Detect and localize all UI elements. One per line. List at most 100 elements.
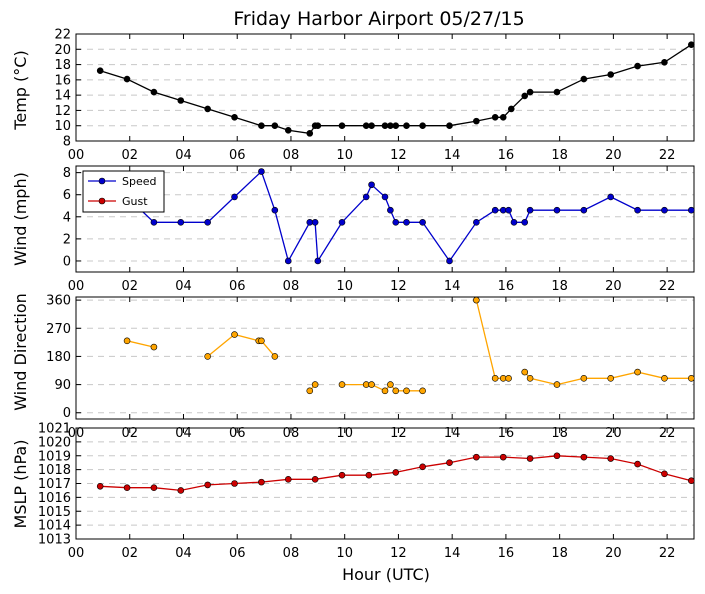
x-tick-label: 08 — [283, 148, 300, 163]
data-point — [661, 206, 668, 214]
x-tick-label: 22 — [659, 426, 676, 441]
y-tick-label: 1018 — [38, 463, 71, 478]
data-point — [150, 343, 158, 351]
x-tick-label: 16 — [498, 546, 515, 561]
series-line — [126, 340, 155, 348]
data-point — [403, 219, 410, 226]
y-tick-label: 1019 — [38, 449, 71, 464]
data-point — [258, 122, 265, 130]
series-line — [475, 299, 509, 379]
x-tick-label: 14 — [444, 279, 461, 294]
data-point — [526, 206, 534, 214]
y-tick-label: 0 — [63, 406, 71, 421]
y-tick-label: 22 — [54, 28, 71, 43]
y-tick-label: 6 — [63, 188, 71, 203]
data-point — [306, 387, 314, 395]
x-tick-label: 00 — [68, 148, 85, 163]
data-point — [362, 193, 370, 201]
x-tick-label: 10 — [336, 148, 353, 163]
data-point — [446, 459, 453, 466]
y-axis-label: MSLP (hPa) — [11, 440, 30, 529]
x-tick-label: 20 — [605, 426, 622, 441]
data-point — [419, 219, 426, 226]
legend-marker — [98, 177, 106, 185]
data-point — [688, 41, 695, 49]
data-point — [204, 105, 211, 113]
data-point — [507, 105, 515, 113]
y-tick-label: 1017 — [38, 477, 71, 492]
y-tick-label: 16 — [54, 73, 71, 88]
x-tick-label: 04 — [175, 279, 192, 294]
x-tick-label: 14 — [444, 426, 461, 441]
data-point — [446, 122, 453, 130]
x-tick-label: 06 — [229, 546, 246, 561]
data-point — [688, 206, 695, 214]
axes-frame — [75, 296, 695, 420]
x-tick-label: 04 — [175, 148, 192, 163]
data-point — [311, 381, 319, 388]
data-point — [381, 387, 389, 395]
data-point — [123, 337, 131, 345]
data-point — [403, 387, 410, 395]
x-tick-label: 04 — [175, 426, 192, 441]
x-tick-label: 22 — [659, 279, 676, 294]
x-tick-label: 10 — [336, 279, 353, 294]
data-point — [258, 337, 265, 345]
x-tick-label: 12 — [390, 546, 407, 561]
data-point — [446, 257, 453, 265]
data-point — [688, 477, 695, 485]
data-point — [123, 484, 131, 491]
y-tick-label: 360 — [46, 294, 71, 309]
x-tick-label: 02 — [121, 426, 138, 441]
x-tick-label: 22 — [659, 546, 676, 561]
x-tick-label: 08 — [283, 279, 300, 294]
y-tick-label: 18 — [54, 58, 71, 73]
data-point — [491, 114, 499, 121]
data-point — [521, 368, 529, 376]
data-point — [419, 122, 426, 130]
series-line — [100, 44, 692, 135]
x-tick-label: 20 — [605, 546, 622, 561]
y-tick-label: 1013 — [38, 533, 71, 548]
data-point — [392, 387, 400, 395]
x-tick-label: 04 — [175, 546, 192, 561]
data-point — [271, 122, 279, 130]
x-tick-label: 16 — [498, 426, 515, 441]
data-point — [473, 296, 480, 304]
data-point — [338, 471, 346, 479]
data-point — [314, 122, 322, 130]
data-point — [473, 219, 480, 226]
data-point — [387, 206, 394, 214]
x-tick-label: 10 — [336, 546, 353, 561]
y-tick-label: 1021 — [38, 422, 71, 437]
x-tick-label: 14 — [444, 546, 461, 561]
x-tick-label: 14 — [444, 148, 461, 163]
data-point — [392, 469, 400, 476]
series-line — [100, 170, 692, 264]
legend-marker — [98, 197, 106, 205]
data-point — [306, 130, 314, 137]
data-point — [150, 88, 158, 96]
x-tick-label: 00 — [68, 546, 85, 561]
x-tick-label: 16 — [498, 279, 515, 294]
x-tick-label: 12 — [390, 279, 407, 294]
y-tick-label: 180 — [46, 350, 71, 365]
legend-label: Speed — [122, 175, 156, 188]
x-tick-label: 12 — [390, 148, 407, 163]
data-point — [553, 88, 561, 96]
data-point — [499, 453, 507, 461]
data-point — [123, 75, 131, 83]
data-point — [521, 219, 529, 226]
data-point — [634, 206, 641, 214]
data-point — [338, 122, 346, 130]
data-point — [284, 127, 292, 134]
data-point — [526, 88, 534, 96]
x-tick-label: 02 — [121, 148, 138, 163]
data-point — [553, 206, 561, 214]
data-point — [580, 206, 588, 214]
data-point — [368, 122, 375, 130]
data-point — [491, 206, 499, 214]
data-point — [204, 219, 211, 226]
